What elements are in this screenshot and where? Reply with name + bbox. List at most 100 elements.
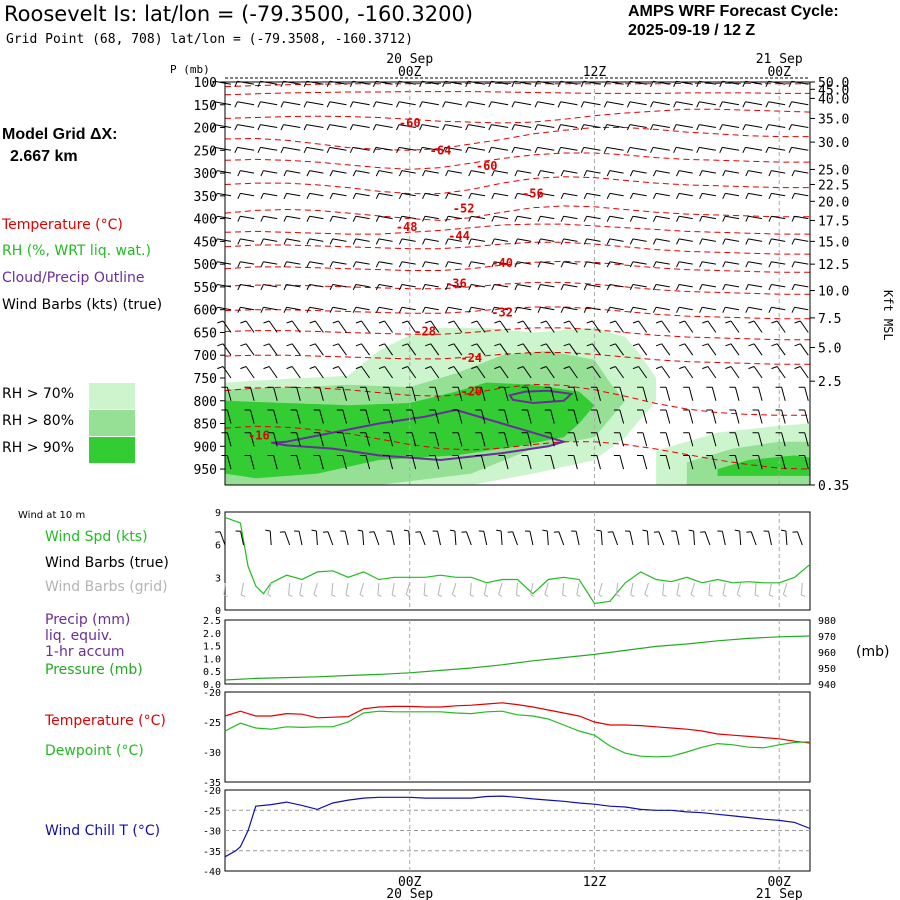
wind-barb <box>217 366 232 379</box>
wind-barb <box>676 170 693 177</box>
wind-barb <box>221 432 232 447</box>
wind-barb <box>748 366 763 379</box>
temp_dewpoint-ytick-0: -20 <box>203 688 221 699</box>
bottom-date-label-0: 20 Sep <box>386 887 433 900</box>
wind-barb <box>468 261 486 268</box>
pressure-tick-label-16: 900 <box>194 440 217 455</box>
wind-barb <box>560 261 578 268</box>
wind10m-barb-grid <box>391 582 396 597</box>
windchill-frame <box>224 789 811 872</box>
windchill-ytick-0: -20 <box>203 786 221 797</box>
wind-barb <box>586 366 601 379</box>
legend-cloud-outline: Cloud/Precip Outline <box>2 270 145 286</box>
wind-barb <box>286 343 301 356</box>
wind-barb <box>406 432 417 447</box>
wind-barb <box>606 170 624 177</box>
wind-barb <box>722 192 740 200</box>
wind-barb <box>352 215 370 222</box>
wind-barb <box>468 306 486 313</box>
wind-barb <box>514 306 532 313</box>
wind-barb <box>471 320 486 333</box>
wind-barb <box>544 409 555 424</box>
wind-barb <box>606 215 624 222</box>
pressure-tick-label-7: 450 <box>194 235 217 250</box>
wind-barb <box>537 306 555 313</box>
temp_dewpoint-series-1 <box>224 710 811 758</box>
wind-barb <box>722 306 740 313</box>
wind-barb <box>448 343 463 356</box>
wind-barb <box>488 146 509 154</box>
windchill-series-0 <box>224 795 811 858</box>
wind-barb <box>429 386 440 401</box>
wind-barb <box>775 386 786 401</box>
wind-barb <box>673 101 693 108</box>
temp_dewpoint-frame <box>224 691 811 783</box>
wind-barb <box>214 284 232 291</box>
wind10m-barb-true <box>357 529 365 546</box>
wind-barb <box>401 343 417 356</box>
wind-barb <box>613 455 625 470</box>
wind-barb <box>419 101 439 108</box>
wind10m-barb-true <box>279 531 291 546</box>
wind-barb <box>706 409 717 424</box>
wind-barb <box>540 366 555 379</box>
wind10m-barb-true <box>507 531 518 546</box>
wind-barb <box>336 386 347 401</box>
wind10m-barb-true <box>734 529 742 546</box>
wind-barb <box>452 386 463 401</box>
wind-barb <box>336 432 347 447</box>
wind-barb <box>396 101 416 108</box>
wind-barb <box>590 432 601 447</box>
isotherm-10 <box>224 281 810 295</box>
wind-barb <box>359 409 371 424</box>
wind-barb <box>422 215 439 222</box>
wind-barb <box>609 343 625 356</box>
legend-rh70-swatch <box>89 383 135 409</box>
wind-barb <box>637 432 648 447</box>
wind-barb <box>283 238 301 245</box>
wind-barb <box>637 455 648 470</box>
wind-barb <box>567 409 578 424</box>
wind-barb <box>498 432 509 447</box>
pressure-tick-label-9: 550 <box>194 281 217 296</box>
wind10m-barb-true <box>461 531 472 546</box>
wind-barb <box>498 455 509 470</box>
legend-wind-barbs: Wind Barbs (kts) (true) <box>2 297 163 313</box>
wind-barb <box>655 343 671 356</box>
wind-barb <box>514 170 532 177</box>
wind-barb <box>652 215 670 222</box>
wind-barb <box>540 343 555 356</box>
wind-barb <box>702 320 717 333</box>
wind-barb <box>768 170 786 177</box>
height-tick-label-7: 20.0 <box>818 195 849 210</box>
pressure-tick-label-10: 600 <box>194 304 217 319</box>
precip_pressure-ytick-0: 0.0 <box>203 680 221 691</box>
wind10m-barb-true <box>369 531 380 546</box>
wind-barb <box>352 192 370 200</box>
legend-wind-barbs-grid: Wind Barbs (grid) <box>45 579 168 595</box>
wind-barb <box>465 101 486 108</box>
wind-barb <box>425 320 440 333</box>
precip_pressure-ytick-1: 0.5 <box>203 667 221 678</box>
wind-barb <box>679 366 694 379</box>
wind10m-barb-grid <box>359 582 365 598</box>
wind-barb <box>425 343 440 356</box>
wind-barb <box>244 455 255 470</box>
wind-barb <box>494 320 509 333</box>
wind-barb <box>263 343 278 356</box>
wind-barb <box>650 124 670 131</box>
wind-barb <box>375 284 393 291</box>
isotherm-8 <box>224 241 810 255</box>
pressure-axis-title: P (mb) <box>170 63 210 76</box>
wind10m-ytick-1: 3 <box>215 573 221 584</box>
wind-barb <box>290 386 301 401</box>
precip_pressure-y2tick-1: 950 <box>818 664 836 675</box>
temperature-label-6: -44 <box>448 229 470 243</box>
wind-barb <box>676 261 693 268</box>
wind-barb <box>603 124 624 131</box>
wind-barb <box>650 101 670 108</box>
wind-barb <box>398 261 416 268</box>
wind-barb <box>725 343 740 356</box>
wind-barb <box>448 366 463 379</box>
wind-barb <box>696 146 716 154</box>
